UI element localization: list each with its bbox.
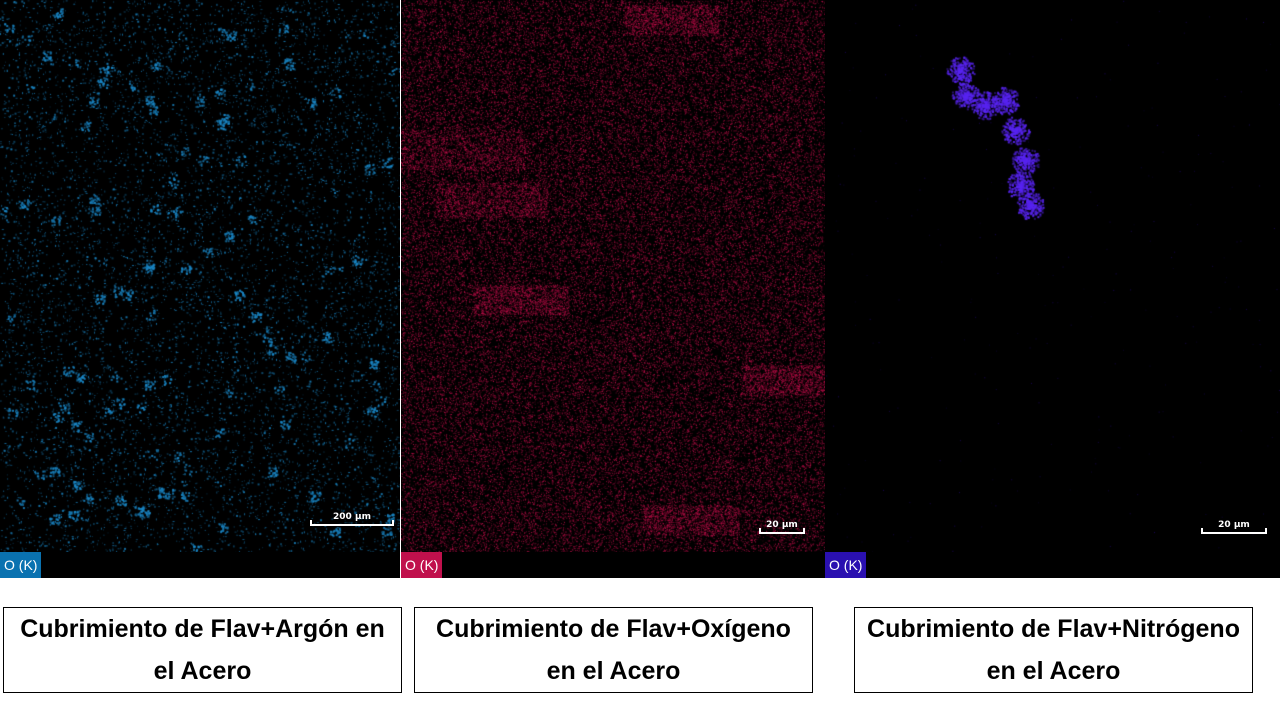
scale-bar-nitrogen: 20 µm (1201, 520, 1267, 536)
eds-map-nitrogen: 20 µm O (K) (825, 0, 1280, 578)
scale-bar-label: 20 µm (766, 520, 798, 530)
oxygen-distribution-map-nitrogen (825, 0, 1280, 552)
eds-map-oxygen: 20 µm O (K) (401, 0, 825, 578)
scale-bar-line (1201, 528, 1267, 534)
oxygen-distribution-map-oxygen (401, 0, 825, 552)
oxygen-distribution-map-argon (0, 0, 400, 552)
caption-nitrogen: Cubrimiento de Flav+Nitrógeno en el Acer… (854, 607, 1253, 693)
element-tag-oxygen: O (K) (401, 552, 443, 578)
scale-bar-label: 20 µm (1218, 520, 1250, 530)
scale-bar-label: 200 µm (333, 512, 371, 522)
caption-oxygen: Cubrimiento de Flav+Oxígeno en el Acero (414, 607, 813, 693)
element-tag-nitrogen: O (K) (825, 552, 867, 578)
scale-bar-argon: 200 µm (310, 512, 394, 528)
eds-map-argon: 200 µm O (K) (0, 0, 400, 578)
element-tag-argon: O (K) (0, 552, 42, 578)
scale-bar-oxygen: 20 µm (759, 520, 805, 536)
scale-bar-line (310, 520, 394, 526)
caption-argon: Cubrimiento de Flav+Argón en el Acero (3, 607, 402, 693)
scale-bar-line (759, 528, 805, 534)
